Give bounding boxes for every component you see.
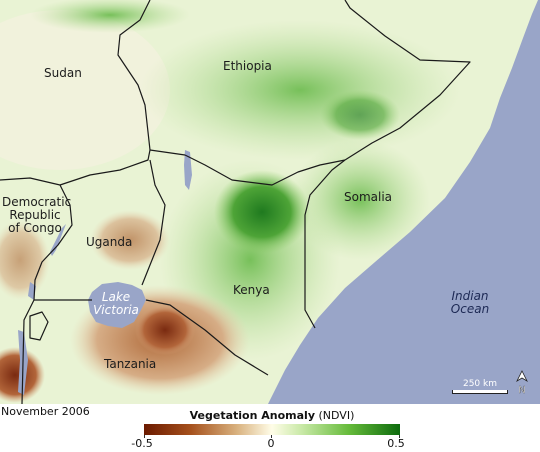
- kenya-tanzania-border: [145, 299, 269, 376]
- country-label-somalia: Somalia: [344, 190, 393, 204]
- country-label-uganda: Uganda: [86, 235, 133, 249]
- drc-brown-zone: [0, 220, 50, 300]
- uganda-kenya-border: [141, 159, 166, 286]
- legend-tick-max: [399, 435, 400, 438]
- kenya-dark-green-core: [214, 170, 310, 254]
- ethiopia-dark-green: [320, 90, 400, 140]
- ethiopia-somalia-border: [344, 0, 471, 161]
- lake-victoria: [88, 282, 146, 328]
- scale-bar: 250 km: [452, 379, 508, 394]
- rwanda-burundi-border: [29, 311, 49, 341]
- vegetation-anomaly-map: Sudan Ethiopia Somalia Democratic Republ…: [0, 0, 540, 404]
- country-label-tanzania: Tanzania: [104, 357, 157, 371]
- country-label-drc: Democratic Republic of Congo: [2, 195, 72, 235]
- legend-label-min: -0.5: [131, 437, 153, 450]
- uganda-brown-zone: [90, 210, 170, 270]
- legend-title: Vegetation Anomaly (NDVI): [144, 409, 400, 422]
- country-borders: [0, 0, 471, 404]
- legend-tick-min: [144, 435, 145, 438]
- legend-tick-mid: [271, 435, 272, 438]
- sudan-ethiopia-border: [117, 0, 151, 151]
- legend-label-mid: 0: [267, 437, 275, 450]
- legend-title-main: Vegetation Anomaly: [189, 409, 315, 422]
- legend-title-units: (NDVI): [318, 409, 355, 422]
- drc-uganda-border: [33, 184, 73, 301]
- kenya-somalia-border: [304, 159, 346, 329]
- tanzania-dark-brown: [135, 305, 195, 355]
- north-arrow-icon: N: [516, 370, 528, 396]
- lake-turkana: [184, 150, 192, 190]
- indian-ocean: [268, 0, 540, 404]
- map-graphic: [0, 0, 540, 404]
- country-label-kenya: Kenya: [233, 283, 270, 297]
- lake-albert: [50, 224, 66, 256]
- north-arrow-label: N: [518, 385, 525, 396]
- sudan-pale-zone: [0, 10, 170, 170]
- scale-bar-line: [452, 390, 508, 394]
- sudan-green-strip: [30, 0, 190, 33]
- drc-tanzania-border: [21, 299, 35, 404]
- ocean-label-indian: Indian Ocean: [450, 289, 490, 316]
- ethiopia-kenya-border: [184, 154, 346, 186]
- country-label-ethiopia: Ethiopia: [223, 59, 272, 73]
- sudan-kenya-uganda-border: [0, 149, 186, 186]
- legend-label-max: 0.5: [387, 437, 405, 450]
- country-label-sudan: Sudan: [44, 66, 82, 80]
- lake-label-victoria: Lake Victoria: [93, 290, 139, 317]
- legend-color-ramp: [144, 424, 400, 435]
- scale-bar-label: 250 km: [462, 379, 498, 389]
- ethiopia-green-zone: [140, 20, 460, 160]
- date-caption: November 2006: [1, 405, 90, 418]
